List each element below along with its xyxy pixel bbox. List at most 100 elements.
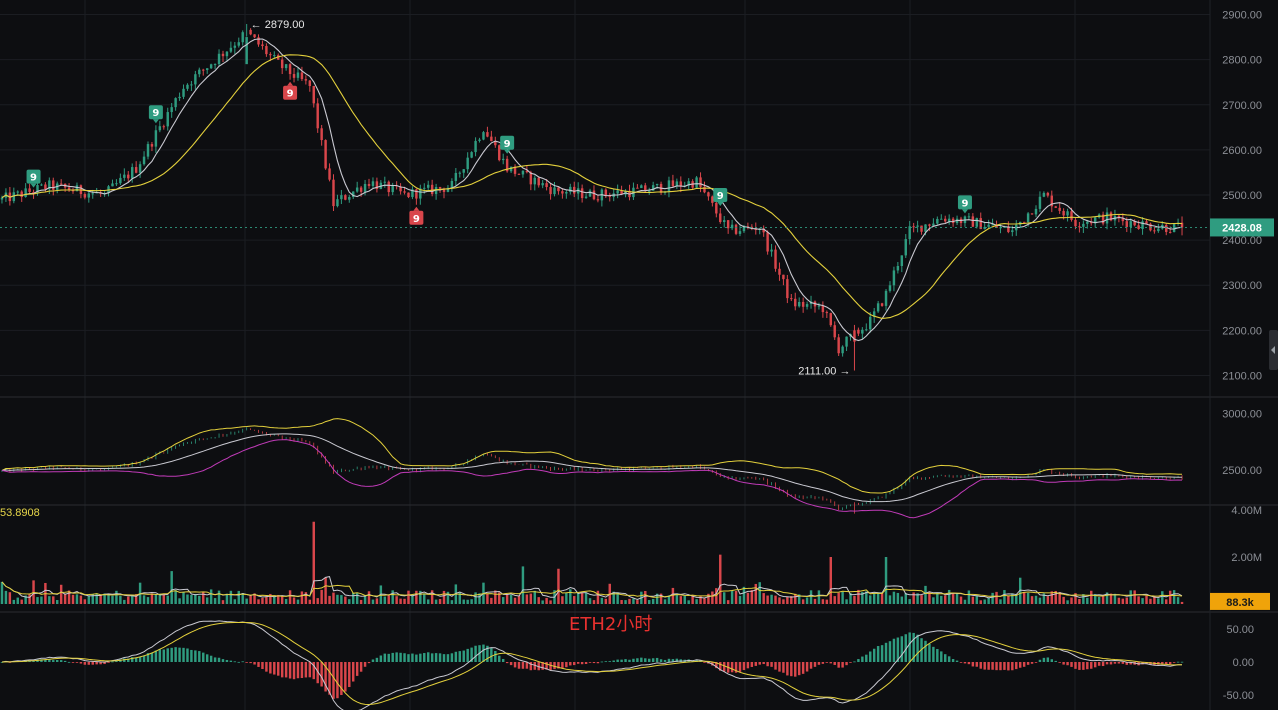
macd-hist-bar — [904, 634, 907, 662]
tags: 2428.08 88.3k — [0, 218, 1274, 610]
volume-bar — [561, 596, 564, 604]
candle-body — [470, 152, 473, 158]
price-panel[interactable]: 9 9 9 9 9 9 9 ← 2879.00 2111.00 → — [0, 19, 1184, 378]
macd-hist-bar — [292, 662, 296, 680]
candle-body — [430, 184, 434, 195]
macd-hist-bar — [111, 661, 114, 663]
candle-body — [505, 158, 509, 172]
candle — [565, 189, 568, 199]
candle-body — [794, 298, 797, 307]
volume-bar — [683, 595, 686, 604]
macd-hist-bar — [1022, 662, 1026, 667]
macd-hist-bar — [967, 662, 971, 665]
volume-bar — [52, 596, 55, 604]
macd-hist-bar — [454, 651, 458, 662]
macd-hist-bar — [951, 659, 955, 662]
volume-bar — [292, 597, 296, 604]
volume-bar — [616, 592, 619, 604]
macd-hist-bar — [296, 662, 300, 679]
candle-body — [1172, 223, 1176, 233]
candle — [265, 43, 268, 57]
volume-bar — [474, 592, 477, 604]
macd-hist-bar — [1161, 662, 1164, 664]
candle — [916, 220, 919, 233]
td-badge-pointer — [961, 209, 968, 214]
candle — [494, 136, 497, 148]
volume-bar — [75, 594, 79, 604]
macd-hist-bar — [955, 660, 959, 662]
candle-body — [237, 42, 240, 46]
volume-bar — [107, 593, 110, 604]
candle-body — [545, 183, 548, 188]
candle — [253, 34, 256, 39]
macd-hist-bar — [411, 653, 414, 662]
td-badge-buy: 9 — [26, 169, 41, 188]
volume-bar — [1078, 599, 1081, 604]
bollinger-panel[interactable] — [1, 418, 1183, 519]
volume-bar — [1093, 593, 1097, 604]
candle-body — [940, 218, 943, 220]
macd-panel[interactable] — [0, 620, 1184, 710]
volume-bar — [592, 600, 596, 604]
volume-bar — [20, 599, 23, 604]
candle-body — [1105, 212, 1109, 224]
candle — [190, 80, 193, 91]
volume-bar — [466, 599, 469, 604]
candle-body — [162, 126, 166, 128]
td-badge-pointer — [504, 149, 511, 154]
volume-bar — [557, 568, 560, 604]
volume-panel[interactable] — [0, 521, 1184, 604]
volume-bar — [545, 597, 548, 604]
volume-bar — [517, 595, 521, 604]
candle-body — [205, 68, 209, 71]
candle-body — [130, 167, 134, 179]
macd-hist-bar — [675, 658, 679, 662]
candle — [719, 208, 722, 224]
macd-hist-bar — [348, 662, 351, 688]
macd-hist-bar — [896, 637, 900, 662]
candle — [1078, 222, 1081, 233]
candle-body — [454, 172, 458, 181]
macd-hist-bar — [1165, 662, 1168, 665]
volume-bar — [912, 592, 915, 604]
candle-body — [387, 181, 390, 193]
candle-body — [762, 228, 765, 233]
macd-hist-bar — [628, 659, 631, 662]
macd-hist-bar — [770, 662, 773, 667]
candle-body — [1030, 213, 1034, 215]
volume-bar — [565, 592, 568, 604]
volume-bar — [549, 600, 552, 604]
macd-hist-bar — [158, 649, 162, 662]
candle-body — [91, 193, 94, 195]
volume-bar — [805, 597, 809, 604]
price-tick-label: 2500.00 — [1222, 190, 1262, 202]
candle — [407, 192, 410, 199]
volume-bar — [170, 571, 173, 604]
macd-hist-bar — [56, 659, 59, 662]
candle-body — [194, 74, 197, 85]
macd-hist-bar — [671, 659, 675, 662]
macd-hist-bar — [1121, 662, 1125, 664]
candle-body — [833, 325, 836, 338]
macd-hist-bar — [782, 662, 785, 673]
candle-body — [797, 301, 801, 307]
candle-body — [442, 188, 446, 192]
candle — [762, 225, 765, 237]
volume-bar — [430, 590, 434, 604]
candle — [801, 297, 805, 313]
collapse-handle-icon[interactable] — [1269, 330, 1278, 370]
macd-hist-bar — [162, 649, 166, 662]
macd-hist-bar — [79, 662, 83, 664]
macd-hist-bar — [857, 659, 860, 662]
candle-body — [182, 88, 185, 97]
macd-hist-bar — [888, 641, 892, 662]
macd-hist-bar — [865, 654, 868, 662]
macd-hist-bar — [995, 662, 998, 671]
price-axis[interactable]: 2900.00 2800.00 2700.00 2600.00 2500.00 2400.… — [1222, 10, 1262, 703]
ma-line-25 — [1, 54, 1183, 319]
volume-bar — [896, 592, 900, 604]
candle — [280, 57, 284, 75]
candle-body — [296, 72, 300, 78]
